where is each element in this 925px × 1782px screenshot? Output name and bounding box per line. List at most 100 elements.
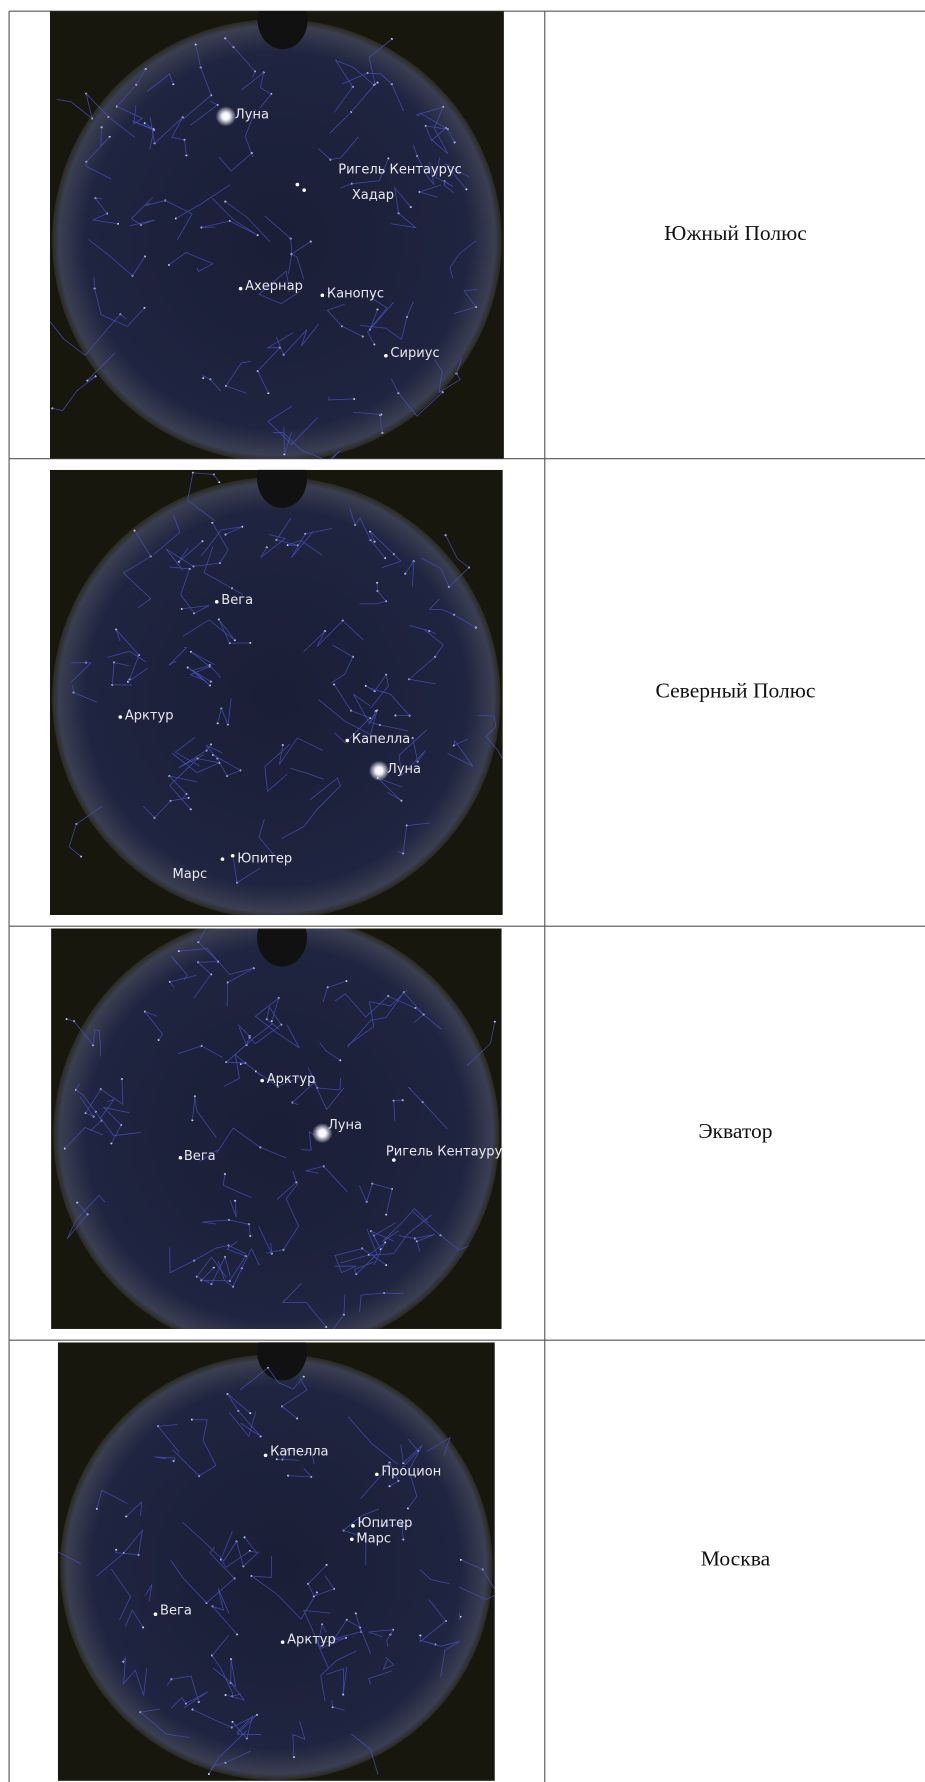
star <box>116 222 119 225</box>
constellation-line <box>182 1521 260 1567</box>
constellation-line <box>418 184 442 198</box>
constellation-line <box>434 358 462 394</box>
constellation-line <box>170 955 188 981</box>
constellation-line <box>393 1099 403 1121</box>
constellation-line <box>85 127 112 180</box>
constellation-line <box>347 991 425 1048</box>
constellation-line <box>102 1106 130 1144</box>
constellation-line <box>169 1245 247 1274</box>
constellation-line <box>328 396 355 401</box>
constellation-line <box>229 1199 237 1218</box>
constellation-line <box>169 566 210 614</box>
star-label: Марс <box>173 867 208 882</box>
star-label: Капелла <box>352 732 410 747</box>
location-name: Москва <box>701 1547 771 1571</box>
constellation-line <box>400 1444 423 1509</box>
constellation-line <box>409 625 436 635</box>
sky-dome <box>52 19 502 459</box>
location-name: Экватор <box>698 1119 772 1143</box>
constellation-line <box>320 1650 357 1701</box>
constellation-line <box>359 301 414 341</box>
star-dot <box>153 1612 158 1616</box>
star-dot <box>263 1453 268 1458</box>
constellation-line <box>276 1170 297 1200</box>
constellation-line <box>154 1456 176 1462</box>
constellation-line <box>349 508 386 559</box>
star-label: Ахернар <box>245 279 303 294</box>
constellation-line <box>303 1609 347 1649</box>
constellation-line <box>239 1367 305 1391</box>
constellation-line <box>223 1053 262 1087</box>
constellation-line <box>281 777 342 839</box>
constellation-line <box>91 197 118 225</box>
constellation-line <box>332 1294 346 1329</box>
horizon-object <box>257 11 308 50</box>
star <box>239 1063 242 1066</box>
constellation-line <box>187 664 222 686</box>
star <box>508 769 510 771</box>
constellation-line <box>333 1613 371 1654</box>
constellation-line <box>368 1629 394 1647</box>
constellation-line <box>107 650 147 663</box>
star <box>498 1595 500 1597</box>
star <box>178 950 181 953</box>
constellation-line <box>249 1006 282 1045</box>
constellation-line <box>412 144 435 185</box>
constellation-line <box>368 687 411 716</box>
constellation-line <box>227 1393 261 1437</box>
constellation-line <box>217 698 232 727</box>
star <box>287 1474 290 1477</box>
constellation-line <box>272 432 341 459</box>
star-dot <box>351 1524 355 1528</box>
constellation-line <box>359 582 387 605</box>
constellation-line <box>404 559 415 587</box>
constellation-line <box>419 112 455 143</box>
star <box>292 1755 295 1758</box>
sky-image: Вега Арктур Капелла Луна Юпитер Марс <box>49 469 510 916</box>
constellation-line <box>340 1214 432 1264</box>
constellation-line <box>283 426 292 455</box>
star <box>419 1634 422 1637</box>
constellation-line <box>368 1670 393 1685</box>
constellation-line <box>182 619 251 644</box>
constellation-line <box>200 1241 247 1282</box>
constellation-line <box>307 1564 335 1597</box>
constellation-line <box>397 822 430 854</box>
constellation-line <box>218 152 252 172</box>
constellation-line <box>201 1219 251 1236</box>
star <box>191 1119 194 1122</box>
constellation-line <box>241 71 272 109</box>
constellation-line <box>116 68 147 125</box>
constellation-line <box>365 673 389 709</box>
constellation-line <box>212 1659 246 1701</box>
star-label: Ригель Кентаурус <box>338 163 462 178</box>
star-dot <box>260 1078 264 1083</box>
constellation-line <box>369 531 402 568</box>
constellation-line <box>68 805 103 857</box>
constellation-line <box>390 186 418 229</box>
constellation-line <box>326 303 363 337</box>
constellation-line <box>353 411 383 433</box>
constellation-line <box>169 752 221 810</box>
moon-glow <box>215 106 237 127</box>
constellation-line <box>359 1292 404 1313</box>
constellation-line <box>426 1436 451 1456</box>
constellation-line <box>187 472 220 522</box>
constellation-line <box>317 1623 329 1668</box>
star-label: Луна <box>328 1118 362 1133</box>
constellation-line <box>70 662 92 683</box>
star-label: Процион <box>381 1465 441 1480</box>
constellation-line <box>189 651 215 681</box>
constellation-line <box>453 289 477 314</box>
constellation-line <box>419 1599 447 1643</box>
constellation-line <box>390 378 443 417</box>
star-label: Сириус <box>390 346 439 361</box>
star <box>342 1693 345 1696</box>
constellation-line <box>382 1656 395 1670</box>
constellation-line <box>281 1283 327 1328</box>
star-dot <box>118 715 123 719</box>
star-label: Марс <box>356 1532 391 1547</box>
star-dot <box>280 1640 285 1644</box>
constellation-line <box>168 775 198 799</box>
constellation-line <box>291 528 333 559</box>
